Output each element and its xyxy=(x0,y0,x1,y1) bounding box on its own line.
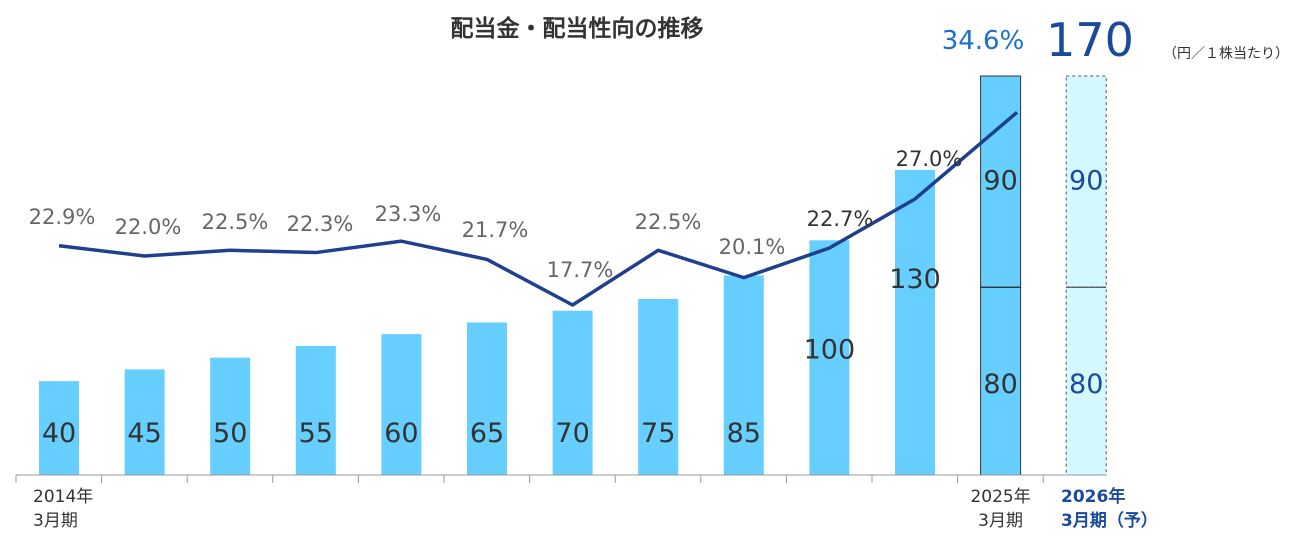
bar-2 xyxy=(210,357,251,475)
bar-7 xyxy=(638,298,679,475)
bar-value-1: 45 xyxy=(127,418,161,449)
x-tick-label-0-line-0: 2014年 xyxy=(33,487,93,507)
payout-label-1: 22.0% xyxy=(115,215,182,239)
payout-label-2: 22.5% xyxy=(202,210,269,234)
bar-11-lower xyxy=(980,286,1022,476)
bar-1 xyxy=(124,369,165,475)
bar-0 xyxy=(39,381,79,475)
payout-label-4: 23.3% xyxy=(375,202,442,226)
bar-value-4: 60 xyxy=(384,418,418,449)
payout-label-5: 21.7% xyxy=(462,218,529,242)
bars xyxy=(39,75,1107,476)
payout-label-9: 22.7% xyxy=(807,207,874,231)
bar-12-lower-value: 80 xyxy=(1069,369,1103,400)
bar-8 xyxy=(723,275,764,475)
bar-11-upper xyxy=(980,75,1022,288)
bar-value-9: 100 xyxy=(804,334,856,365)
x-tick-label-12: 2026年 3月期（予） xyxy=(1061,486,1158,531)
unit-label: （円／１株当たり） xyxy=(1163,46,1289,62)
bar-value-2: 50 xyxy=(213,418,247,449)
bar-5 xyxy=(467,322,507,475)
payout-label-10: 27.0% xyxy=(896,147,963,171)
bar-9 xyxy=(809,240,850,475)
total-value-label: 170 xyxy=(1046,13,1134,67)
payout-label-3: 22.3% xyxy=(287,212,354,236)
x-tick-label-0: 2014年 3月期 xyxy=(33,487,93,531)
bar-12-upper-value: 90 xyxy=(1069,166,1103,197)
x-tick-label-11-line-1: 3月期 xyxy=(978,511,1023,531)
bar-12-upper xyxy=(1065,75,1107,288)
x-axis: 2014年 3月期 2025年 3月期 2026年 3月期（予） xyxy=(15,474,1158,531)
bar-6 xyxy=(552,310,593,475)
bar-value-0: 40 xyxy=(42,418,76,449)
x-tick-label-0-line-1: 3月期 xyxy=(33,511,78,531)
x-tick-label-12-line-1: 3月期（予） xyxy=(1061,510,1158,531)
bar-value-3: 55 xyxy=(299,418,333,449)
bar-11-lower-value: 80 xyxy=(983,369,1017,400)
bar-3 xyxy=(295,345,336,475)
chart-title: 配当金・配当性向の推移 xyxy=(451,15,704,42)
x-tick-label-11-line-0: 2025年 xyxy=(970,487,1030,507)
bar-11-upper-value: 90 xyxy=(983,166,1017,197)
payout-ratio-line xyxy=(58,111,1019,307)
payout-line xyxy=(58,111,1019,307)
payout-label-8: 20.1% xyxy=(719,235,786,259)
bar-value-8: 85 xyxy=(727,418,761,449)
labels: 40 45 50 55 60 65 70 75 85 100 130 80 90 80 90 170 22.9%… xyxy=(29,13,1134,449)
bar-value-7: 75 xyxy=(641,418,675,449)
payout-label-6: 17.7% xyxy=(547,258,614,282)
bar-value-5: 65 xyxy=(470,418,504,449)
bar-value-10: 130 xyxy=(889,264,941,295)
bar-4 xyxy=(381,334,422,475)
bar-value-6: 70 xyxy=(555,418,589,449)
x-tick-label-12-line-0: 2026年 xyxy=(1061,486,1125,507)
payout-label-11: 34.6% xyxy=(942,26,1025,56)
x-tick-label-11: 2025年 3月期 xyxy=(970,487,1030,531)
payout-label-7: 22.5% xyxy=(635,210,702,234)
bar-10 xyxy=(895,169,935,475)
payout-label-0: 22.9% xyxy=(29,205,96,229)
